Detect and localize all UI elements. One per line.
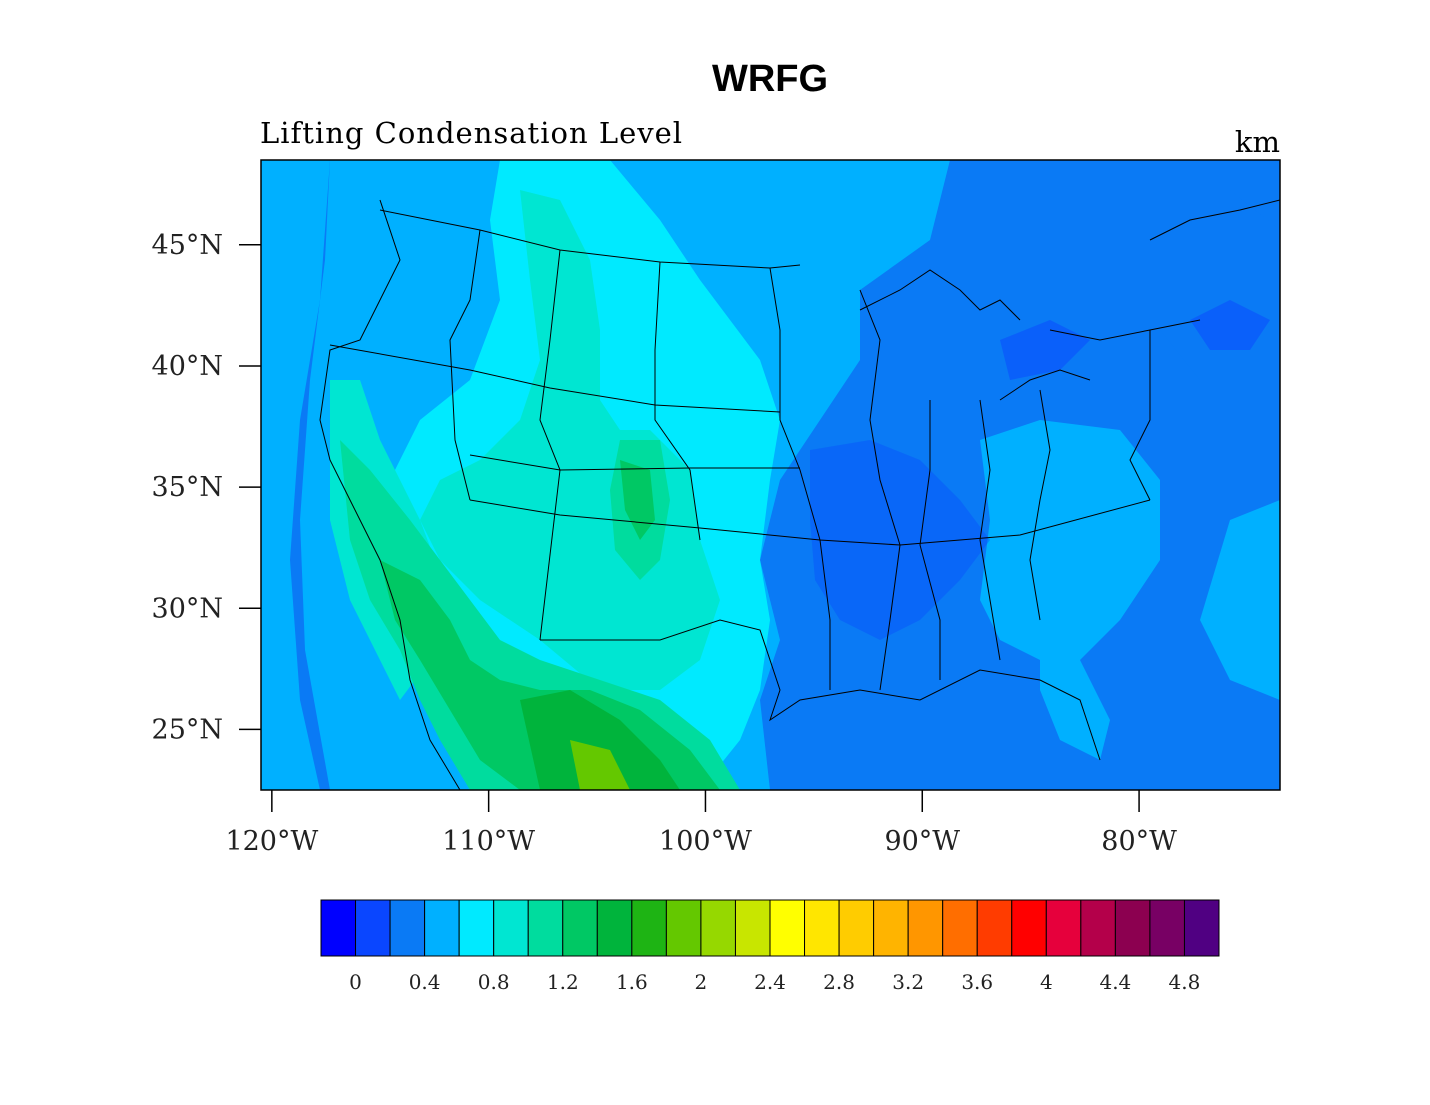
colorbar: 0 0.4 0.8 1.2 1.6 2 2.4 2.8 3.2 3.6 4 4.4 4.8 <box>320 899 1220 994</box>
colorbar-swatch <box>976 899 1013 957</box>
map-field <box>261 160 1280 790</box>
lon-tick-label: 120°W <box>225 826 318 857</box>
lat-tick-label: 40°N <box>152 351 223 382</box>
colorbar-swatch <box>769 899 806 957</box>
colorbar-swatch <box>838 899 875 957</box>
colorbar-swatch <box>596 899 633 957</box>
colorbar-label: 2.8 <box>823 970 855 994</box>
colorbar-swatch <box>424 899 460 957</box>
colorbar-label: 0.8 <box>478 970 510 994</box>
colorbar-swatch <box>1183 899 1220 957</box>
colorbar-swatch <box>734 899 771 957</box>
colorbar-swatch <box>389 899 426 957</box>
colorbar-label: 3.6 <box>961 970 993 994</box>
colorbar-label: 0 <box>349 970 362 994</box>
chart-title: WRFG <box>711 58 829 100</box>
colorbar-swatch <box>1114 899 1151 957</box>
colorbar-label: 1.6 <box>616 970 648 994</box>
colorbar-swatch <box>631 899 667 957</box>
map-frame <box>260 159 1281 791</box>
lat-tick-label: 35°N <box>152 472 223 503</box>
colorbar-swatch <box>355 899 391 957</box>
lon-tick-label: 80°W <box>1101 826 1177 857</box>
lat-tick-label: 30°N <box>152 593 223 624</box>
variable-label: Lifting Condensation Level <box>260 116 684 150</box>
colorbar-swatch <box>320 899 357 957</box>
map-boundaries <box>319 199 1280 790</box>
colorbar-swatch <box>1011 899 1047 957</box>
lat-tick-label: 45°N <box>152 230 223 261</box>
colorbar-swatch <box>527 899 564 957</box>
lon-tick-label: 110°W <box>442 826 535 857</box>
colorbar-swatch <box>493 899 529 957</box>
latitude-axis: 45°N 40°N 35°N 30°N 25°N <box>152 230 261 745</box>
colorbar-swatch <box>562 899 598 957</box>
colorbar-swatch <box>1045 899 1082 957</box>
lat-tick-label: 25°N <box>152 714 223 745</box>
colorbar-swatch <box>804 899 840 957</box>
colorbar-swatch <box>942 899 978 957</box>
colorbar-swatch <box>700 899 736 957</box>
colorbar-label: 2.4 <box>754 970 786 994</box>
colorbar-label: 4.4 <box>1099 970 1131 994</box>
colorbar-swatch <box>458 899 495 957</box>
colorbar-swatch <box>1149 899 1185 957</box>
colorbar-swatch <box>665 899 702 957</box>
colorbar-label: 1.2 <box>547 970 579 994</box>
colorbar-label: 3.2 <box>892 970 924 994</box>
colorbar-label: 4.8 <box>1169 970 1201 994</box>
units-label: km <box>1234 125 1280 159</box>
colorbar-label: 4 <box>1040 970 1053 994</box>
lon-tick-label: 90°W <box>884 826 960 857</box>
lon-tick-label: 100°W <box>659 826 752 857</box>
colorbar-swatch <box>873 899 909 957</box>
colorbar-swatch <box>907 899 944 957</box>
colorbar-label: 2 <box>695 970 708 994</box>
colorbar-swatch <box>1080 899 1116 957</box>
longitude-axis: 120°W 110°W 100°W 90°W 80°W <box>225 790 1177 857</box>
colorbar-label: 0.4 <box>409 970 441 994</box>
